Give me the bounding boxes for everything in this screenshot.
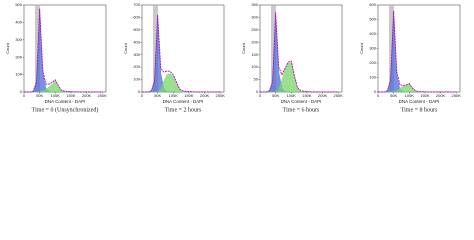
x-tick-label: 150K (420, 93, 430, 98)
gate-band (153, 5, 158, 92)
gate-band (271, 5, 276, 92)
y-tick-label: 0 (20, 89, 23, 94)
line (378, 10, 457, 93)
x-tick-label: 50K (36, 93, 43, 98)
y-axis-label: Count (241, 42, 246, 54)
y-tick-label: 200 (369, 60, 376, 65)
x-tick-label: 250K (452, 93, 462, 98)
y-tick-label: 600 (369, 2, 376, 7)
y-tick-label: 0 (374, 89, 377, 94)
line (260, 12, 339, 93)
y-tick-label: 0 (256, 89, 259, 94)
y-tick-label: 100 (369, 75, 376, 80)
line (24, 8, 103, 93)
y-tick-label: 600 (133, 14, 140, 19)
panel: 0 100 200 300 400 500 0 50K 100K 150K 200K 250K Coun… (5, 2, 107, 113)
x-tick-label: 250K (334, 93, 344, 98)
y-axis-label: Count (5, 42, 10, 54)
x-tick-label: 50K (154, 93, 161, 98)
x-tick-label: 150K (302, 93, 312, 98)
y-tick-label: 300 (15, 37, 22, 42)
y-tick-label: 500 (369, 17, 376, 22)
y-tick-label: 500 (15, 2, 22, 7)
y-tick-label: 400 (15, 19, 22, 24)
x-axis-label: DNA Content - DAPI (163, 99, 204, 104)
caption: Time = 2 hours (165, 107, 202, 113)
x-tick-label: 150K (184, 93, 194, 98)
x-tick-label: 200K (82, 93, 92, 98)
y-tick-label: 150 (251, 52, 258, 57)
x-tick-label: 200K (200, 93, 210, 98)
caption: Time = 8 hours (401, 107, 438, 113)
gate-band (35, 5, 40, 92)
x-tick-label: 0 (377, 93, 380, 98)
gate-band (389, 5, 394, 92)
x-tick-label: 100K (51, 93, 61, 98)
y-tick-label: 100 (251, 64, 258, 69)
x-tick-label: 50K (390, 93, 397, 98)
x-tick-label: 100K (169, 93, 179, 98)
y-tick-label: 500 (133, 27, 140, 32)
x-tick-label: 50K (272, 93, 279, 98)
y-tick-label: 350 (251, 2, 258, 7)
x-tick-label: 0 (141, 93, 144, 98)
x-tick-label: 0 (23, 93, 26, 98)
y-tick-label: 400 (369, 31, 376, 36)
y-tick-label: 300 (133, 52, 140, 57)
panel: 0 100 200 300 400 500 600 700 0 50K 100K 150K 200K 25… (123, 2, 225, 113)
x-tick-label: 250K (98, 93, 108, 98)
x-tick-label: 250K (216, 93, 226, 98)
y-tick-label: 100 (133, 77, 140, 82)
y-tick-label: 700 (133, 2, 140, 7)
y-tick-label: 300 (369, 46, 376, 51)
y-axis-label: Count (123, 42, 128, 54)
caption: Time = 0 (Unsynchronized) (32, 106, 99, 113)
y-tick-label: 250 (251, 27, 258, 32)
x-tick-label: 200K (436, 93, 446, 98)
panel: 0 50 100 150 200 250 300 350 0 50K 100K 150K 200K 250… (241, 2, 343, 113)
y-tick-label: 100 (15, 72, 22, 77)
y-tick-label: 50 (254, 77, 259, 82)
y-tick-label: 200 (133, 64, 140, 69)
line (142, 14, 221, 93)
y-tick-label: 200 (251, 39, 258, 44)
caption: Time = 6 hours (283, 107, 320, 113)
y-tick-label: 200 (15, 54, 22, 59)
x-tick-label: 150K (66, 93, 76, 98)
x-tick-label: 100K (287, 93, 297, 98)
y-tick-label: 300 (251, 14, 258, 19)
panel: 0 100 200 300 400 500 600 0 50K 100K 150K 200K 250K C… (359, 2, 461, 113)
y-axis-label: Count (359, 42, 364, 54)
x-axis-label: DNA Content - DAPI (281, 99, 322, 104)
x-tick-label: 200K (318, 93, 328, 98)
y-tick-label: 0 (138, 89, 141, 94)
x-axis-label: DNA Content - DAPI (45, 99, 86, 104)
y-tick-label: 400 (133, 39, 140, 44)
x-tick-label: 100K (405, 93, 415, 98)
x-axis-label: DNA Content - DAPI (399, 99, 440, 104)
x-tick-label: 0 (259, 93, 262, 98)
